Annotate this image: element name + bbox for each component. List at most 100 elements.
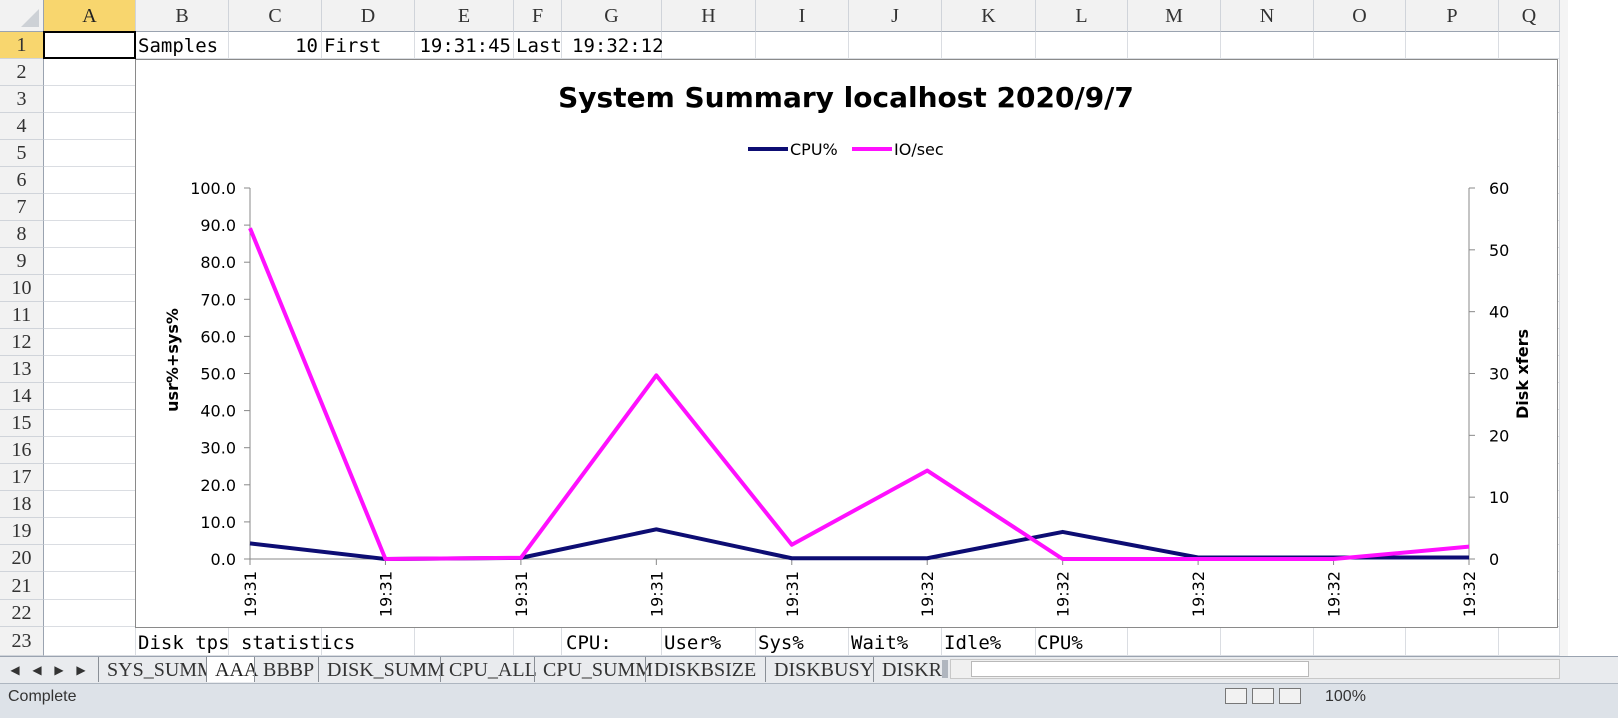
row-header-13[interactable]: 13 xyxy=(0,356,44,383)
row-header-7[interactable]: 7 xyxy=(0,194,44,221)
column-header-k[interactable]: K xyxy=(942,0,1036,32)
select-all-triangle xyxy=(21,9,39,27)
page-layout-icon[interactable] xyxy=(1252,688,1274,704)
sheet-tab-diskr[interactable]: DISKR xyxy=(873,657,943,682)
zoom-level[interactable]: 100% xyxy=(1325,688,1366,705)
row-header-9[interactable]: 9 xyxy=(0,248,44,275)
column-header-i[interactable]: I xyxy=(756,0,849,32)
cell-b23[interactable]: Disk tps statistics xyxy=(138,632,356,654)
column-header-j[interactable]: J xyxy=(849,0,942,32)
column-header-q[interactable]: Q xyxy=(1499,0,1560,32)
first-sheet-icon[interactable]: ◀​ xyxy=(10,663,20,677)
row-header-14[interactable]: 14 xyxy=(0,383,44,410)
column-header-a[interactable]: A xyxy=(44,0,136,32)
column-header-b[interactable]: B xyxy=(136,0,229,32)
last-sheet-icon[interactable]: ▶​ xyxy=(76,663,86,677)
row-header-19[interactable]: 19 xyxy=(0,518,44,545)
row-header-3[interactable]: 3 xyxy=(0,86,44,113)
column-header-c[interactable]: C xyxy=(229,0,322,32)
series-line-io[interactable] xyxy=(248,227,1470,561)
column-header-f[interactable]: F xyxy=(514,0,562,32)
row-header-21[interactable]: 21 xyxy=(0,572,44,600)
cell-g1[interactable]: 19:32:12 xyxy=(572,35,664,57)
x-tick-label: 19:32 xyxy=(1325,571,1344,617)
cell-d1[interactable]: First xyxy=(324,35,382,57)
row-gridline xyxy=(44,58,1560,59)
page-break-icon[interactable] xyxy=(1279,688,1301,704)
sheet-tab-diskbsize[interactable]: DISKBSIZE xyxy=(645,657,765,682)
y2-tick-label: 30 xyxy=(1489,365,1509,384)
chart-title: System Summary localhost 2020/9/7 xyxy=(558,81,1134,114)
y2-tick-label: 40 xyxy=(1489,303,1509,322)
row-header-15[interactable]: 15 xyxy=(0,410,44,437)
cell-e1[interactable]: 19:31:45 xyxy=(419,35,511,57)
prev-sheet-icon[interactable]: ◀ xyxy=(32,663,42,677)
row-header-2[interactable]: 2 xyxy=(0,59,44,86)
row-header-20[interactable]: 20 xyxy=(0,545,44,572)
row-header-22[interactable]: 22 xyxy=(0,600,44,627)
y-tick-label: 40.0 xyxy=(200,402,236,421)
row-header-12[interactable]: 12 xyxy=(0,329,44,356)
cell-i23[interactable]: Sys% xyxy=(758,632,804,654)
row-header-16[interactable]: 16 xyxy=(0,437,44,464)
y-tick-label: 50.0 xyxy=(200,365,236,384)
tab-split-handle[interactable] xyxy=(942,660,948,678)
sheet-tab-cpu-all[interactable]: CPU_ALL xyxy=(440,657,537,682)
row-header-17[interactable]: 17 xyxy=(0,464,44,491)
horizontal-scroll-thumb[interactable] xyxy=(971,661,1309,677)
column-header-p[interactable]: P xyxy=(1406,0,1499,32)
column-header-h[interactable]: H xyxy=(662,0,756,32)
sheet-tab-sys-summ[interactable]: SYS_SUMM xyxy=(98,657,215,682)
cell-c1[interactable]: 10 xyxy=(295,35,318,57)
row-header-18[interactable]: 18 xyxy=(0,491,44,518)
y-tick-label: 90.0 xyxy=(200,216,236,235)
sheet-tab-bbbp[interactable]: BBBP xyxy=(254,657,318,682)
row-header-5[interactable]: 5 xyxy=(0,140,44,167)
cell-j23[interactable]: Wait% xyxy=(851,632,909,654)
y2-tick-label: 0 xyxy=(1489,550,1499,569)
normal-view-icon[interactable] xyxy=(1225,688,1247,704)
row-header-10[interactable]: 10 xyxy=(0,275,44,302)
x-tick-label: 19:32 xyxy=(918,571,937,617)
column-header-d[interactable]: D xyxy=(322,0,415,32)
y2-tick-label: 50 xyxy=(1489,241,1509,260)
x-tick-label: 19:32 xyxy=(1054,571,1073,617)
sheet-tab-cpu-summ[interactable]: CPU_SUMM xyxy=(534,657,653,682)
cell-b1[interactable]: Samples xyxy=(138,35,219,57)
chart-axes: 0.0 10.0 20.0 30.0 40.0 50.0 60.0 70.0 80.0 90.0 1… xyxy=(190,179,1509,617)
row-gridline xyxy=(44,655,1560,656)
y-tick-label: 60.0 xyxy=(200,327,236,346)
cell-g23[interactable]: CPU: xyxy=(566,632,612,654)
row-header-4[interactable]: 4 xyxy=(0,113,44,140)
column-header-m[interactable]: M xyxy=(1128,0,1221,32)
row-header-8[interactable]: 8 xyxy=(0,221,44,248)
column-header-l[interactable]: L xyxy=(1036,0,1128,32)
sheet-tab-disk-summ[interactable]: DISK_SUMM xyxy=(318,657,445,682)
cell-l23[interactable]: CPU% xyxy=(1037,632,1083,654)
system-summary-chart[interactable]: System Summary localhost 2020/9/7 CPU% IO… xyxy=(135,59,1558,628)
column-header-n[interactable]: N xyxy=(1221,0,1314,32)
chart-series xyxy=(248,227,1470,561)
row-header-1[interactable]: 1 xyxy=(0,32,44,59)
row-header-6[interactable]: 6 xyxy=(0,167,44,194)
cell-h23[interactable]: User% xyxy=(664,632,722,654)
next-sheet-icon[interactable]: ▶ xyxy=(54,663,64,677)
status-text: Complete xyxy=(8,688,77,705)
vertical-scrollbar[interactable] xyxy=(1560,0,1568,656)
sheet-tab-aaa[interactable]: AAA xyxy=(206,657,258,682)
column-header-g[interactable]: G xyxy=(562,0,662,32)
row-header-23[interactable]: 23 xyxy=(0,627,44,656)
horizontal-scrollbar[interactable] xyxy=(950,659,1560,679)
chart-svg: System Summary localhost 2020/9/7 CPU% IO… xyxy=(163,81,1532,617)
sheet-tab-diskbusy[interactable]: DISKBUSY xyxy=(765,657,874,682)
y2-tick-label: 20 xyxy=(1489,426,1509,445)
select-all-corner[interactable] xyxy=(0,0,44,32)
active-cell-a1[interactable] xyxy=(43,31,136,59)
column-header-o[interactable]: O xyxy=(1314,0,1406,32)
cell-f1[interactable]: Last xyxy=(516,35,562,57)
cell-k23[interactable]: Idle% xyxy=(944,632,1002,654)
column-header-e[interactable]: E xyxy=(415,0,514,32)
x-tick-label: 19:31 xyxy=(647,571,666,617)
row-header-11[interactable]: 11 xyxy=(0,302,44,329)
series-line-cpu[interactable] xyxy=(249,527,1469,561)
